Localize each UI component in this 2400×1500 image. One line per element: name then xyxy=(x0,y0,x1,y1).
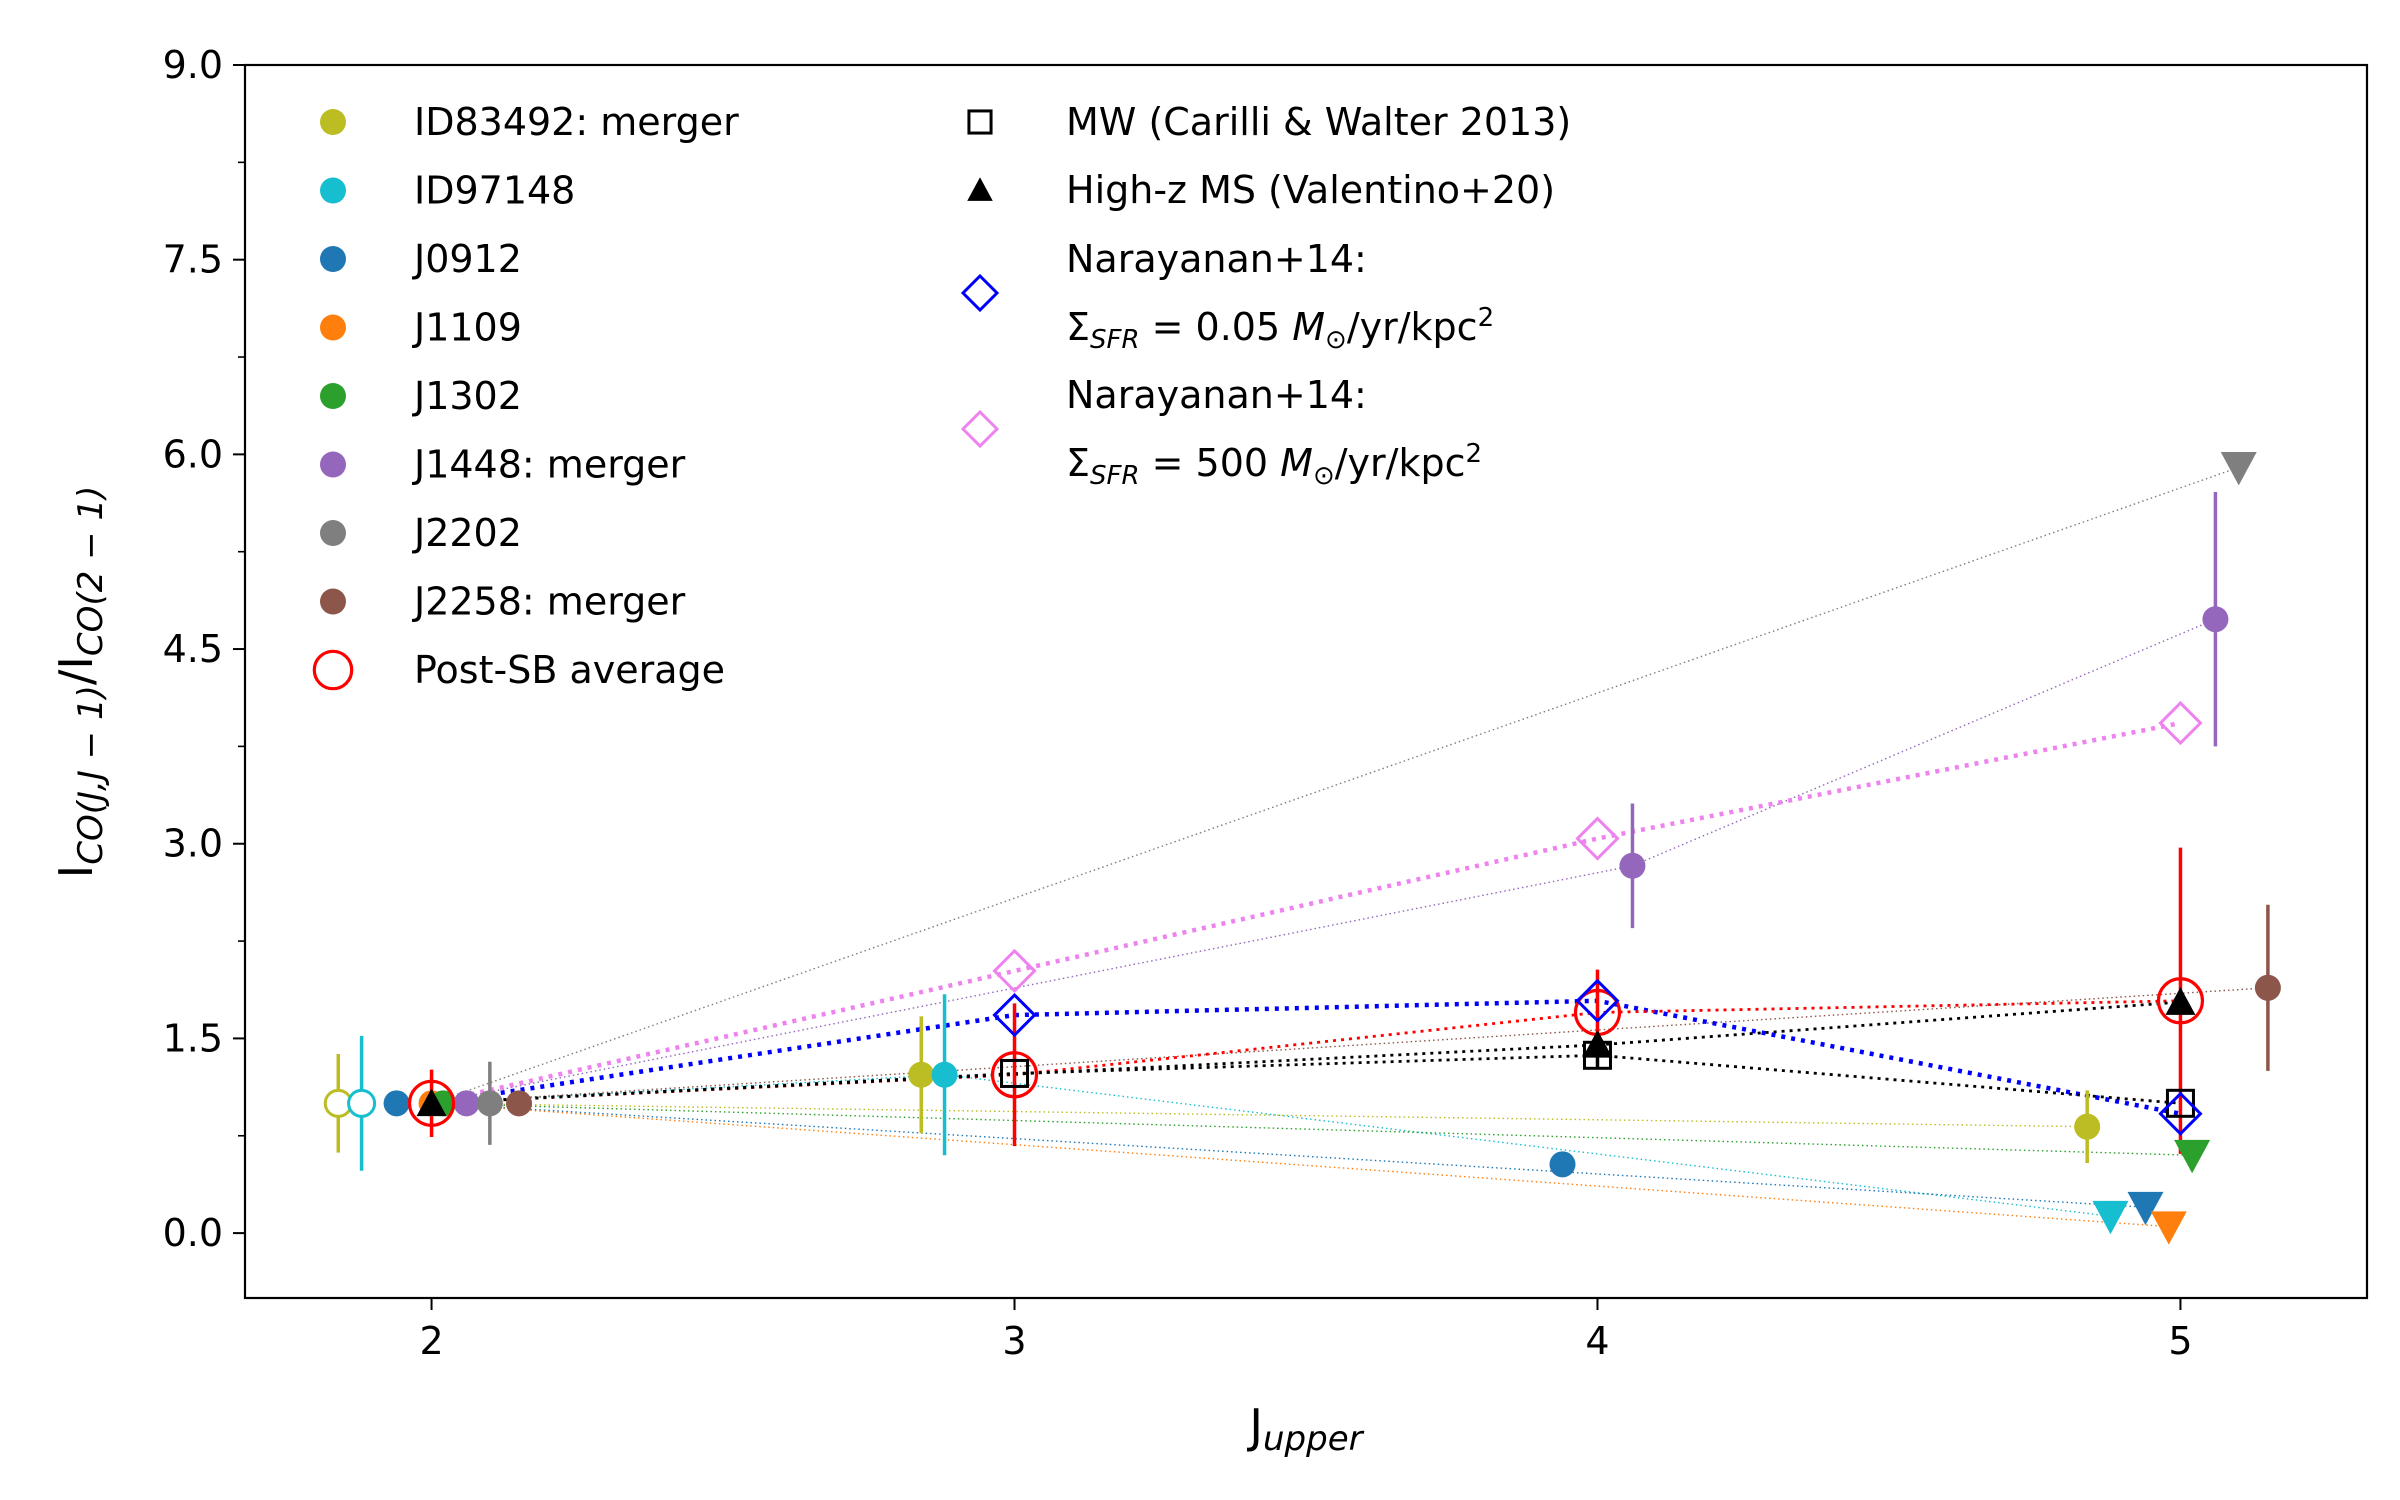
data-point xyxy=(1619,852,1646,879)
data-point-upper-limit xyxy=(2174,1139,2211,1174)
y-tick-label: 4.5 xyxy=(163,627,223,671)
axes: 2 3 4 5 0.0 1.5 3.0 4.5 6.0 7.5 9.0 xyxy=(163,43,2193,1363)
series-link-line xyxy=(431,1102,2193,1156)
legend-label: J1302 xyxy=(412,374,522,418)
data-point xyxy=(476,1090,503,1117)
data-point-open-circle xyxy=(2156,977,2205,1025)
data-point xyxy=(1549,1151,1576,1178)
y-tick-label: 3.0 xyxy=(163,822,223,866)
legend-label: Narayanan+14: xyxy=(1066,373,1367,417)
plot-frame xyxy=(243,63,2369,1300)
data-point-open-circle xyxy=(990,1051,1039,1099)
x-axis-label: Jupper xyxy=(1246,1399,1364,1459)
legend-label: J1448: merger xyxy=(412,443,686,487)
legend-label-sfr: ΣSFR = 0.05 M⊙/yr/kpc2 xyxy=(1066,303,1494,355)
data-point xyxy=(2254,974,2281,1001)
data-point xyxy=(453,1090,480,1117)
data-point-triangle xyxy=(1582,1029,1613,1058)
x-tick-label: 5 xyxy=(2168,1319,2192,1363)
data-point-diamond xyxy=(960,409,1000,449)
data-point-diamond xyxy=(2158,700,2203,746)
legend-label: MW (Carilli & Walter 2013) xyxy=(1066,100,1571,144)
legend-label: J1109 xyxy=(412,306,522,350)
legend-label: ID97148 xyxy=(414,169,575,213)
legend-label: Narayanan+14: xyxy=(1066,237,1367,281)
legend: ID83492: merger ID97148 J0912 J1109 J1302 J14… xyxy=(312,100,1571,692)
data-point-open xyxy=(347,1088,377,1118)
data-point-upper-limit xyxy=(2220,452,2257,486)
legend-label: High-z MS (Valentino+20) xyxy=(1066,168,1555,212)
data-point-triangle xyxy=(2165,987,2196,1015)
data-point-diamond xyxy=(1575,816,1620,861)
y-tick-label: 6.0 xyxy=(163,432,223,476)
data-point xyxy=(505,1090,532,1117)
legend-label: Post-SB average xyxy=(414,648,725,692)
data-point-upper-limit xyxy=(2150,1211,2187,1245)
legend-label-sfr: ΣSFR = 500 M⊙/yr/kpc2 xyxy=(1066,439,1482,491)
y-axis-label: ICO(J,J − 1)/ICO(2 − 1) xyxy=(49,486,111,879)
legend-label: J2258: merger xyxy=(412,580,686,624)
data-point xyxy=(320,588,346,615)
data-point-open-circle xyxy=(312,649,354,691)
y-tick-label: 1.5 xyxy=(163,1016,223,1060)
data-point-diamond xyxy=(992,948,1037,994)
data-point xyxy=(320,451,346,478)
data-point xyxy=(320,314,346,341)
data-point xyxy=(383,1090,410,1117)
data-point xyxy=(2074,1113,2101,1140)
y-tick-label: 7.5 xyxy=(163,238,223,282)
data-point xyxy=(320,246,346,272)
data-point-upper-limit xyxy=(2127,1191,2164,1226)
data-point-open-circle xyxy=(407,1079,456,1127)
legend-label: ID83492: merger xyxy=(414,100,739,144)
data-point-diamond xyxy=(992,992,1037,1038)
model-line xyxy=(431,998,2181,1116)
data-point xyxy=(2202,606,2229,633)
model-line xyxy=(431,720,2181,1106)
data-markers xyxy=(323,452,2281,1245)
y-tick-label: 9.0 xyxy=(163,43,223,87)
data-point xyxy=(320,177,346,204)
series-link-line xyxy=(431,1102,2088,1128)
data-point-diamond xyxy=(960,273,1000,313)
x-tick-label: 3 xyxy=(1002,1319,1026,1363)
data-point-diamond xyxy=(1575,978,1620,1023)
data-point-diamond xyxy=(2158,1091,2203,1136)
data-point-upper-limit xyxy=(2092,1200,2129,1235)
data-point-square xyxy=(2165,1088,2195,1118)
legend-label: J2202 xyxy=(412,511,522,555)
data-point xyxy=(320,383,346,409)
x-tick-label: 2 xyxy=(419,1319,443,1363)
data-point xyxy=(931,1061,958,1088)
data-point-square xyxy=(1000,1058,1030,1088)
y-tick-label: 0.0 xyxy=(163,1211,223,1255)
data-point xyxy=(320,520,346,546)
data-point xyxy=(320,109,346,135)
legend-label: J0912 xyxy=(412,237,522,281)
data-point xyxy=(908,1061,935,1088)
data-point-triangle xyxy=(416,1088,447,1117)
data-point-square xyxy=(967,109,993,135)
series-link-line xyxy=(431,987,2268,1105)
data-point-triangle xyxy=(967,177,993,201)
x-tick-label: 4 xyxy=(1585,1319,1609,1363)
